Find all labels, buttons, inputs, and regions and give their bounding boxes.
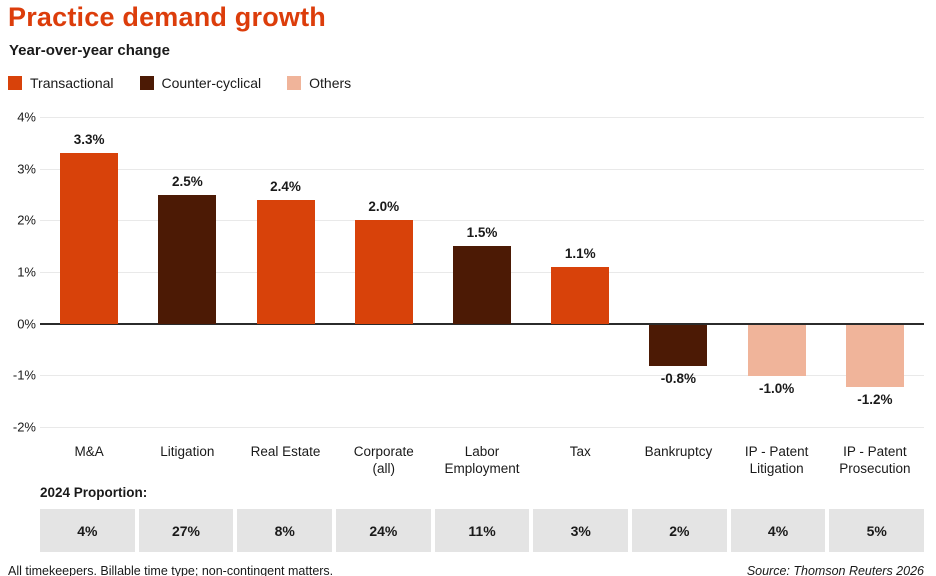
proportion-cell: 4% — [40, 509, 135, 552]
x-category-label: Bankruptcy — [644, 444, 713, 459]
y-tick-label: 2% — [17, 212, 36, 228]
zero-baseline — [40, 322, 924, 325]
chart-column: -0.8% — [629, 117, 727, 427]
bar-ip-patent-litigation — [747, 324, 806, 377]
chart-column: 1.5% — [433, 117, 531, 427]
legend-label: Transactional — [30, 75, 114, 91]
legend-item-counter-cyclical: Counter-cyclical — [139, 75, 262, 91]
y-tick-label: -2% — [12, 419, 36, 435]
bar-value-label: 1.1% — [564, 245, 596, 261]
chart-column: 2.4% — [236, 117, 334, 427]
bar-corporate-all- — [354, 220, 413, 324]
chart-column: -1.0% — [728, 117, 826, 427]
gridline — [40, 375, 924, 377]
chart-column: -1.2% — [826, 117, 924, 427]
proportion-cell: 2% — [632, 509, 727, 552]
bar-real-estate — [256, 199, 315, 324]
gridline — [40, 117, 924, 118]
bar-value-label: -1.0% — [759, 381, 795, 397]
proportion-cell: 4% — [730, 509, 826, 552]
bar-value-label: 2.4% — [270, 178, 301, 194]
proportion-cell: 27% — [138, 509, 234, 552]
plot-area: 3.3% 2.5% 2.4% 2.0% 1.5% 1.1% -0.8% -1.0% -1.2% — [40, 117, 924, 428]
bar-value-label: 3.3% — [73, 132, 105, 148]
page-title: Practice demand growth — [8, 2, 326, 32]
bar-bankruptcy — [649, 324, 708, 366]
bar-chart: 4% 3% 2% 1% 0% -1% -2% 3.3% 2.5% 2.4% 2.0% 1.5% 1.1… — [0, 110, 936, 435]
legend-item-transactional: Transactional — [8, 75, 114, 91]
gridline — [40, 168, 924, 170]
proportion-cell: 5% — [829, 509, 925, 552]
legend-item-others: Others — [287, 75, 351, 91]
x-category-label: Tax — [569, 444, 591, 459]
proportion-cell: 3% — [533, 509, 629, 552]
chart-column: 1.1% — [531, 117, 629, 427]
chart-subtitle: Year-over-year change — [9, 42, 170, 59]
bar-value-label: 1.5% — [466, 225, 498, 241]
bar-m-a — [60, 153, 119, 324]
gridline — [40, 427, 924, 428]
x-category-label: Real Estate — [250, 444, 321, 459]
y-tick-label: 0% — [17, 316, 36, 332]
x-category-label: M&A — [74, 444, 104, 459]
source-credit: Source: Thomson Reuters 2026 — [746, 564, 924, 576]
proportion-cell: 11% — [434, 509, 530, 552]
chart-column: 2.0% — [335, 117, 433, 427]
x-axis-labels: M&A Litigation Real Estate Corporate (all) L… — [40, 443, 924, 479]
legend-swatch-icon — [287, 76, 302, 90]
footer: All timekeepers. Billable time type; non… — [8, 564, 924, 576]
bar-ip-patent-prosecution — [845, 324, 904, 387]
legend-swatch-icon — [8, 76, 22, 90]
chart-column: 3.3% — [40, 117, 138, 427]
chart-column: 2.5% — [138, 117, 236, 427]
bar-value-label: -1.2% — [857, 391, 893, 407]
proportion-row: 4% 27% 8% 24% 11% 3% 2% 4% 5% — [40, 509, 925, 552]
proportion-cell: 24% — [336, 509, 431, 552]
bar-tax — [551, 266, 610, 324]
bar-value-label: -0.8% — [660, 371, 697, 386]
x-category-label: Litigation — [160, 444, 215, 459]
x-category-label: IP - Patent Litigation — [744, 444, 809, 476]
footnote: All timekeepers. Billable time type; non… — [8, 564, 334, 576]
y-axis: 4% 3% 2% 1% 0% -1% -2% — [0, 110, 36, 435]
x-category-label: Labor Employment — [444, 444, 520, 476]
proportion-cell: 8% — [237, 509, 333, 552]
y-tick-label: -1% — [12, 367, 36, 383]
bar-litigation — [158, 194, 217, 324]
bar-value-label: 2.0% — [368, 199, 400, 215]
legend-label: Others — [309, 75, 352, 91]
proportion-row-label: 2024 Proportion: — [40, 485, 148, 500]
chart-legend: Transactional Counter-cyclical Others — [8, 75, 936, 91]
legend-swatch-icon — [139, 76, 154, 90]
bar-value-label: 2.5% — [171, 173, 203, 189]
y-tick-label: 1% — [17, 264, 36, 280]
gridline — [40, 220, 924, 222]
y-tick-label: 4% — [17, 109, 36, 125]
legend-label: Counter-cyclical — [161, 75, 262, 91]
y-tick-label: 3% — [17, 161, 36, 177]
bar-labor-employment — [452, 246, 511, 324]
x-category-label: Corporate (all) — [353, 444, 414, 476]
x-category-label: IP - Patent Prosecution — [839, 444, 911, 476]
